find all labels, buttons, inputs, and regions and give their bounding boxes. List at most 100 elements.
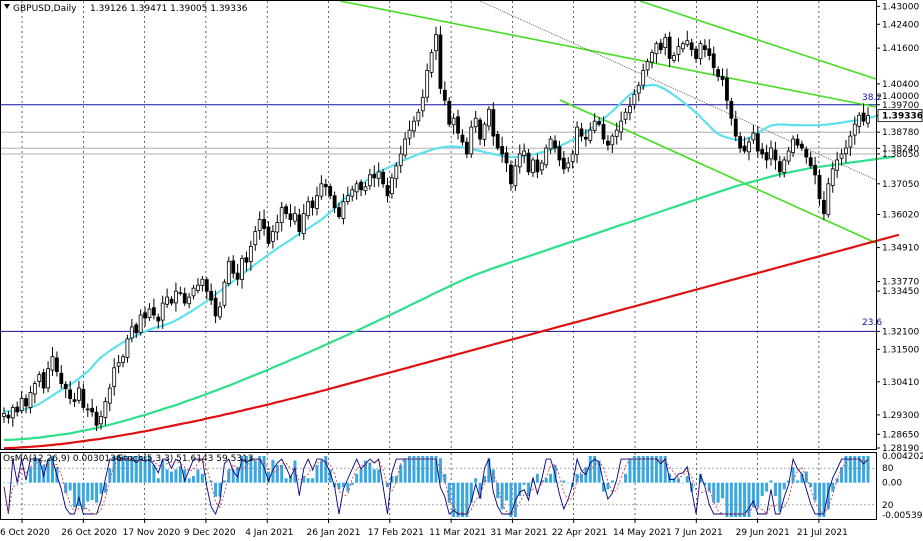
candle-body — [592, 120, 597, 131]
candle-body — [178, 292, 183, 295]
osma-bar — [130, 456, 134, 483]
candle-body — [350, 189, 355, 197]
candle-body — [839, 153, 844, 159]
osma-bar — [685, 476, 689, 483]
osma-bar — [597, 460, 601, 483]
candle-body — [636, 84, 641, 94]
osma-bar — [421, 456, 425, 483]
osma-bar — [306, 478, 310, 483]
osma-bar — [434, 456, 438, 483]
osma-bar — [244, 456, 248, 483]
price-label: 1.33770 — [882, 278, 919, 288]
osma-bar — [769, 480, 773, 483]
candle-body — [138, 314, 143, 333]
osma-bar — [28, 467, 32, 483]
candle-body — [165, 296, 170, 305]
osma-bar — [99, 482, 103, 494]
date-label: 17 Feb 2021 — [368, 528, 424, 538]
candle-body — [597, 121, 602, 125]
osma-bar — [624, 473, 628, 483]
indicator-axis-label: 20 — [882, 501, 894, 511]
candle-body — [553, 140, 557, 149]
osma-bar — [606, 482, 610, 490]
candle-body — [407, 129, 412, 139]
osma-bar — [275, 464, 279, 483]
osma-bar — [324, 456, 328, 483]
main-pane-border — [0, 0, 877, 450]
osma-bar — [42, 464, 46, 483]
price-label: 1.39700 — [882, 101, 919, 111]
osma-bar — [311, 478, 315, 483]
candle-body — [319, 183, 324, 197]
candle-body — [328, 186, 333, 197]
osma-bar — [156, 478, 160, 483]
osma-bar — [359, 469, 363, 483]
osma-bar — [81, 482, 85, 510]
candle-body — [385, 185, 390, 197]
osma-bar — [390, 476, 394, 483]
candle-body — [381, 171, 386, 185]
candle-body — [306, 201, 311, 217]
osma-bar — [46, 460, 50, 483]
osma-bar — [319, 460, 323, 483]
osma-bar — [253, 460, 257, 483]
candle-body — [650, 52, 654, 63]
price-label: 1.33450 — [882, 287, 919, 297]
osma-bar — [478, 482, 482, 499]
candle-body — [354, 183, 359, 193]
osma-bar — [95, 482, 99, 503]
date-label: 26 Jan 2021 — [307, 528, 361, 538]
candle-body — [725, 77, 729, 101]
osma-bar — [500, 482, 504, 510]
osma-bar — [103, 482, 107, 493]
candle-body — [15, 406, 20, 413]
candle-body — [694, 48, 698, 59]
osma-bar — [452, 482, 456, 517]
osma-bar — [840, 467, 844, 483]
osma-bar — [231, 469, 235, 483]
candle-body — [509, 164, 513, 185]
date-label: 7 Jun 2021 — [674, 528, 722, 538]
osma-bar — [518, 482, 522, 497]
date-label: 22 Apr 2021 — [552, 528, 608, 538]
candle-body — [174, 290, 178, 304]
ema-red-line — [3, 233, 900, 450]
candle-body — [531, 159, 535, 174]
price-label: 1.40000 — [882, 92, 919, 102]
osma-bar — [778, 482, 782, 512]
trend-line — [479, 0, 877, 181]
osma-bar — [262, 456, 266, 483]
osma-bar — [218, 482, 222, 497]
candle-body — [284, 206, 289, 215]
candle-body — [363, 186, 368, 192]
candle-body — [707, 48, 712, 56]
candle-body — [425, 70, 430, 98]
price-label: 1.38240 — [882, 144, 919, 154]
candle-body — [663, 37, 668, 48]
price-label: 1.42400 — [882, 20, 919, 30]
candle-body — [257, 219, 262, 232]
price-label: 1.41600 — [882, 44, 919, 54]
candle-body — [447, 101, 452, 125]
candle-body — [156, 316, 161, 322]
candle-body — [191, 287, 196, 297]
price-label: 1.28190 — [882, 444, 919, 454]
osma-bar — [183, 469, 187, 483]
candle-body — [755, 133, 760, 152]
osma-bar — [791, 467, 795, 483]
candle-body — [760, 149, 765, 155]
candle-body — [857, 114, 862, 127]
candle-body — [544, 147, 549, 166]
candle-body — [310, 200, 315, 209]
candle-body — [279, 207, 284, 223]
osma-bar — [782, 482, 786, 490]
osma-bar — [593, 456, 597, 483]
candle-body — [513, 165, 518, 187]
candle-body — [160, 302, 165, 321]
candle-body — [63, 383, 68, 390]
osma-bar — [425, 456, 429, 483]
osma-bar — [822, 482, 826, 517]
candle-body — [733, 118, 738, 137]
osma-bar — [818, 482, 822, 517]
